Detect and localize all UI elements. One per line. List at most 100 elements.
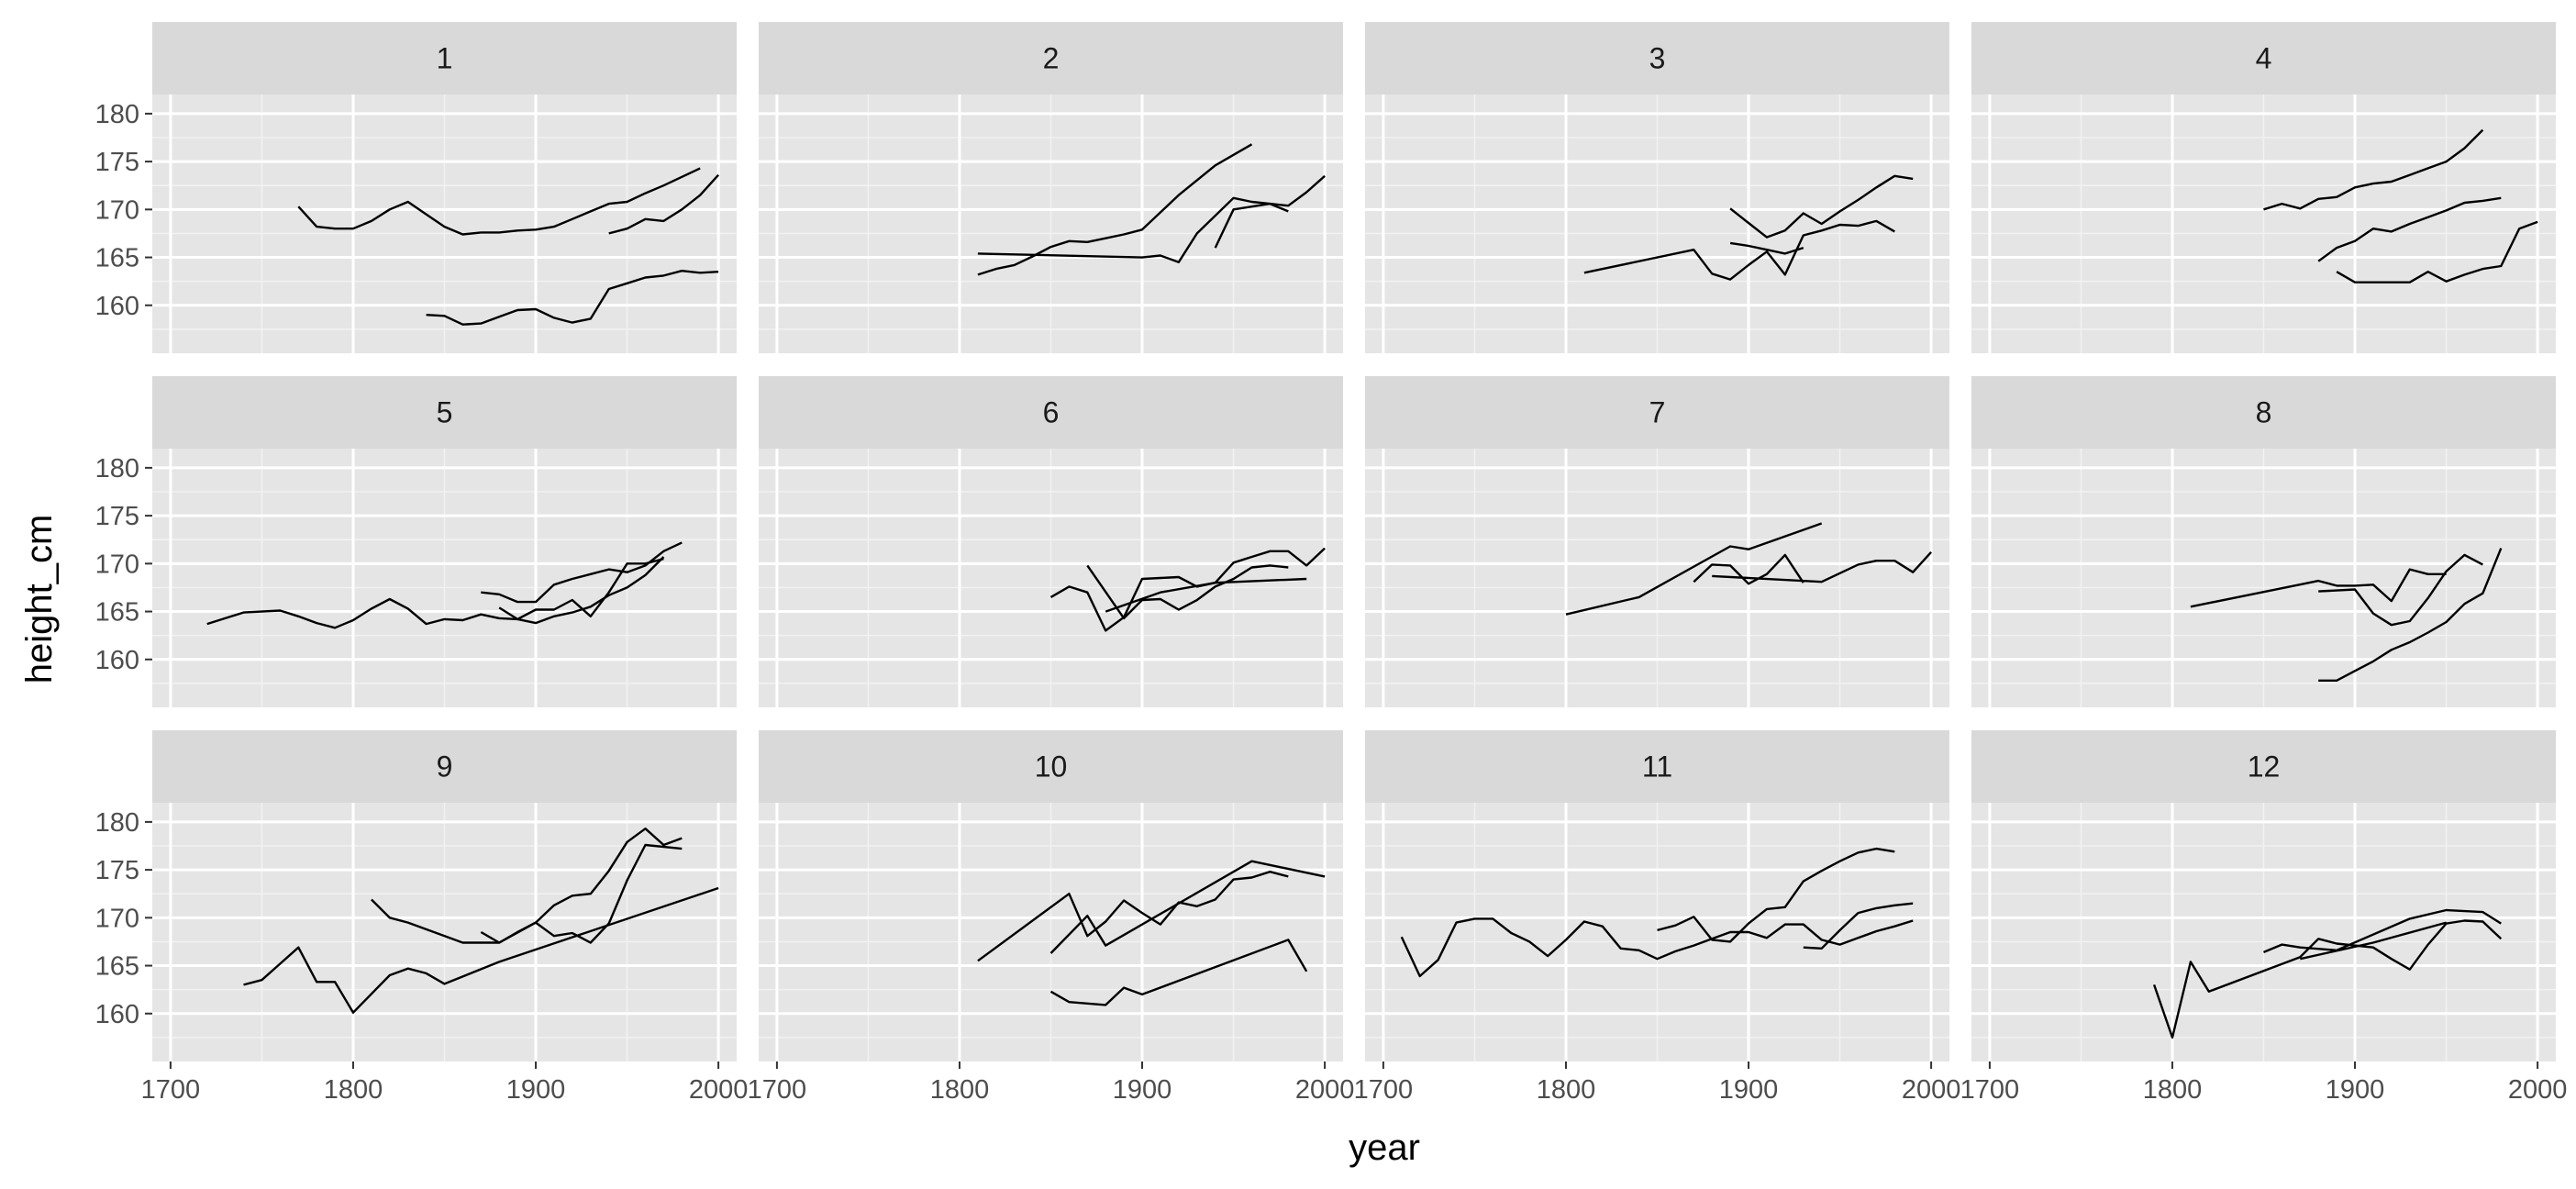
y-tick-label: 165	[95, 598, 139, 628]
facet-panel-3: 3	[1365, 22, 1949, 353]
series-line-12-1	[2152, 919, 2503, 1039]
series-line-6-2	[1086, 564, 1289, 620]
facet-strip	[152, 376, 737, 449]
x-tick-label: 1900	[1719, 1075, 1779, 1105]
facet-strip-label: 1	[437, 42, 453, 75]
series-line-9-1	[243, 886, 719, 1014]
y-tick-label: 170	[95, 904, 139, 933]
series-line-11-3	[1803, 902, 1914, 950]
facet-strip-label: 8	[2256, 396, 2272, 429]
facet-strip-label: 5	[437, 396, 453, 429]
y-tick-label: 180	[95, 808, 139, 838]
x-tick-label: 2000	[1902, 1075, 1961, 1105]
series-line-8-1	[2190, 568, 2447, 608]
x-tick-label: 1700	[1354, 1075, 1414, 1105]
series-line-4-2	[2317, 196, 2502, 262]
facet-panel-8: 8	[1971, 376, 2556, 707]
series-line-8-2	[2318, 553, 2483, 627]
series-line-2-1	[977, 143, 1253, 276]
y-tick-label: 160	[95, 292, 139, 321]
x-tick-label: 1700	[141, 1075, 201, 1105]
facet-strip-label: 4	[2256, 42, 2272, 75]
series-line-3-2	[1729, 174, 1914, 239]
series-line-10-1	[977, 871, 1289, 962]
facet-panel-5: 5 160 165 170 175 180	[95, 376, 737, 707]
facet-panels: 1 160 165 170 175 180 2 3 4 5 160 165 170 175 180 6 7 8 9 1…	[95, 22, 2568, 1105]
series-line-7-3	[1712, 550, 1932, 583]
x-tick-label: 1700	[1960, 1075, 2020, 1105]
y-tick-label: 165	[95, 244, 139, 273]
facet-strip	[152, 22, 737, 94]
facet-panel-11: 11 1700 1800 1900 2000	[1354, 730, 1961, 1105]
facet-strip-label: 6	[1043, 396, 1060, 429]
facet-strip	[759, 730, 1343, 803]
facet-panel-1: 1 160 165 170 175 180	[95, 22, 737, 353]
series-line-3-1	[1583, 219, 1895, 281]
y-tick-label: 175	[95, 856, 139, 885]
facet-panel-9: 9 160 165 170 175 180 1700 1800 1900 2000	[95, 730, 749, 1105]
y-tick-label: 175	[95, 502, 139, 531]
y-tick-label: 180	[95, 100, 139, 129]
series-line-11-2	[1657, 847, 1895, 943]
series-line-1-1	[297, 167, 701, 236]
series-line-9-3	[480, 828, 683, 944]
facet-strip	[1971, 376, 2556, 449]
series-line-6-1	[1049, 547, 1326, 632]
x-tick-label: 1900	[2326, 1075, 2385, 1105]
facet-strip	[759, 22, 1343, 94]
facet-panel-7: 7	[1365, 376, 1949, 707]
facet-strip-label: 11	[1642, 750, 1672, 783]
series-line-7-2	[1693, 553, 1804, 585]
x-axis-title: year	[1349, 1128, 1420, 1168]
facet-panel-6: 6	[759, 376, 1343, 707]
y-tick-label: 165	[95, 952, 139, 982]
series-line-10-3	[1049, 939, 1308, 1006]
facet-strip	[152, 730, 737, 803]
facet-strip-label: 7	[1649, 396, 1666, 429]
facet-strip	[759, 376, 1343, 449]
y-tick-label: 170	[95, 195, 139, 225]
x-tick-label: 1800	[324, 1075, 383, 1105]
facet-strip-label: 2	[1043, 42, 1060, 75]
facet-strip-label: 3	[1649, 42, 1666, 75]
facet-strip	[1365, 22, 1949, 94]
x-tick-label: 1800	[1537, 1075, 1596, 1105]
series-line-7-1	[1565, 522, 1823, 616]
series-line-1-3	[426, 270, 719, 326]
series-line-5-3	[498, 557, 664, 621]
x-tick-label: 1800	[930, 1075, 990, 1105]
facet-panel-10: 10 1700 1800 1900 2000	[748, 730, 1355, 1105]
x-tick-label: 1900	[506, 1075, 566, 1105]
x-tick-label: 1800	[2143, 1075, 2203, 1105]
facet-strip-label: 12	[2248, 750, 2281, 783]
x-tick-label: 2000	[1295, 1075, 1355, 1105]
y-tick-label: 175	[95, 148, 139, 177]
x-tick-label: 1700	[748, 1075, 807, 1105]
x-tick-label: 2000	[689, 1075, 749, 1105]
facet-strip-label: 10	[1035, 750, 1068, 783]
y-tick-label: 160	[95, 1000, 139, 1029]
facet-panel-4: 4	[1971, 22, 2556, 353]
facet-strip	[1365, 376, 1949, 449]
series-line-1-2	[608, 173, 719, 235]
x-tick-label: 1900	[1113, 1075, 1172, 1105]
series-line-6-3	[1105, 577, 1307, 613]
series-line-2-3	[1214, 202, 1289, 249]
series-line-8-3	[2318, 548, 2503, 682]
facet-panel-2: 2	[759, 22, 1343, 353]
facet-panel-12: 12 1700 1800 1900 2000	[1960, 730, 2568, 1105]
y-tick-label: 170	[95, 550, 139, 579]
series-line-12-3	[2300, 921, 2447, 961]
series-line-10-2	[1049, 860, 1326, 954]
series-line-4-1	[2263, 128, 2484, 211]
series-line-12-2	[2263, 908, 2502, 954]
y-tick-label: 180	[95, 454, 139, 483]
series-line-4-3	[2336, 220, 2538, 283]
facet-strip-label: 9	[437, 750, 453, 783]
y-axis-title: height_cm	[19, 515, 60, 684]
facet-strip	[1971, 730, 2556, 803]
facet-strip	[1971, 22, 2556, 94]
series-line-9-2	[371, 843, 683, 944]
x-tick-label: 2000	[2508, 1075, 2568, 1105]
